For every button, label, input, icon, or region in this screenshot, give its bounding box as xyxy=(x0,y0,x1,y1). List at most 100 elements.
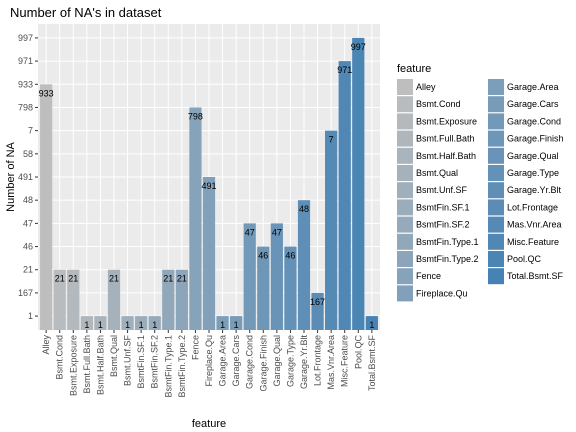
data-label: 1 xyxy=(125,320,130,330)
legend-label: Garage.Area xyxy=(507,82,559,92)
bar xyxy=(365,316,378,330)
legend-label: Bsmt.Unf.SF xyxy=(416,185,468,195)
bar xyxy=(107,269,121,330)
legend-key xyxy=(397,165,413,181)
bar xyxy=(162,269,175,330)
y-tick-label: 997 xyxy=(18,33,33,43)
x-tick-label: Total.Bsmt.SF xyxy=(367,335,377,392)
bar xyxy=(338,61,351,330)
x-tick-label: BsmtFin.Type.1 xyxy=(163,335,173,398)
legend-key xyxy=(488,182,504,199)
data-label: 46 xyxy=(285,251,295,261)
data-label: 7 xyxy=(329,135,334,145)
bar xyxy=(94,316,107,330)
x-tick-label: Garage.Qual xyxy=(272,335,282,387)
legend-key xyxy=(488,130,504,147)
y-tick-label: 58 xyxy=(23,149,33,159)
legend-label: Lot.Frontage xyxy=(507,202,558,212)
x-tick-label: Garage.Cars xyxy=(231,335,241,387)
legend-label: Bsmt.Half.Bath xyxy=(416,151,476,161)
x-tick-label: Bsmt.Unf.SF xyxy=(123,335,133,387)
bar xyxy=(216,316,229,330)
bar xyxy=(257,246,270,330)
legend-label: Garage.Cars xyxy=(507,99,559,109)
legend-label: Alley xyxy=(416,82,436,92)
data-label: 997 xyxy=(351,42,366,52)
legend-key xyxy=(397,113,413,130)
legend-key xyxy=(397,285,413,302)
bar xyxy=(311,292,324,330)
y-tick-label: 798 xyxy=(18,102,33,112)
data-label: 1 xyxy=(98,320,103,330)
x-tick-label: Garage.Area xyxy=(218,335,228,387)
y-tick-label: 933 xyxy=(18,79,33,89)
bar xyxy=(53,269,66,330)
legend-key xyxy=(397,268,413,285)
bar xyxy=(80,316,93,330)
x-tick-label: Garage.Cond xyxy=(245,335,255,389)
bar xyxy=(352,37,365,331)
data-label: 48 xyxy=(299,204,309,214)
data-label: 1 xyxy=(84,320,89,330)
x-axis-title: feature xyxy=(192,418,226,430)
legend-label: Misc.Feature xyxy=(507,237,559,247)
bar xyxy=(135,316,148,330)
legend-label: Bsmt.Cond xyxy=(416,99,461,109)
legend-key xyxy=(488,251,504,267)
legend-label: Mas.Vnr.Area xyxy=(507,220,562,230)
data-label: 21 xyxy=(68,274,78,284)
legend-label: Bsmt.Exposure xyxy=(416,116,477,126)
x-tick-label: BsmtFin.SF.1 xyxy=(136,335,146,389)
bar xyxy=(325,130,338,330)
legend-title: feature xyxy=(397,63,431,75)
x-tick-label: BsmtFin.SF.2 xyxy=(150,335,160,389)
legend-label: BsmtFin.SF.2 xyxy=(416,220,470,230)
legend-label: Pool.QC xyxy=(507,254,542,264)
data-label: 21 xyxy=(55,274,65,284)
legend-label: Total.Bsmt.SF xyxy=(507,271,564,281)
data-label: 933 xyxy=(39,88,54,98)
bar xyxy=(297,200,311,330)
data-label: 1 xyxy=(369,320,374,330)
data-label: 1 xyxy=(152,320,157,330)
legend-label: BsmtFin.Type.2 xyxy=(416,254,479,264)
legend-key xyxy=(488,268,504,285)
x-tick-label: Lot.Frontage xyxy=(313,335,323,386)
bar xyxy=(189,107,202,330)
bar xyxy=(284,246,297,330)
legend-key xyxy=(488,79,504,95)
legend-key xyxy=(488,233,504,250)
x-tick-label: BsmtFin.Type.2 xyxy=(177,335,187,398)
legend-key xyxy=(397,96,413,113)
y-tick-label: 971 xyxy=(18,56,33,66)
legend-key xyxy=(397,251,413,267)
data-label: 167 xyxy=(310,297,325,307)
legend-key xyxy=(397,233,413,250)
y-axis-title: Number of NA xyxy=(5,141,17,211)
data-label: 21 xyxy=(163,274,173,284)
x-tick-label: Bsmt.Cond xyxy=(55,335,65,380)
data-label: 1 xyxy=(220,320,225,330)
x-tick-label: Mas.Vnr.Area xyxy=(326,335,336,390)
legend-key xyxy=(397,147,413,164)
legend-label: Bsmt.Full.Bath xyxy=(416,134,475,144)
x-tick-label: Bsmt.Exposure xyxy=(68,335,78,396)
bar xyxy=(230,316,243,330)
legend-label: Fireplace.Qu xyxy=(416,288,468,298)
y-tick-label: 167 xyxy=(18,288,33,298)
x-tick-label: Garage.Yr.Blt xyxy=(299,335,309,390)
x-tick-label: Alley xyxy=(41,335,51,355)
legend-label: BsmtFin.Type.1 xyxy=(416,237,479,247)
legend-label: Garage.Type xyxy=(507,168,559,178)
legend-label: Bsmt.Qual xyxy=(416,168,458,178)
legend-label: BsmtFin.SF.1 xyxy=(416,202,470,212)
data-label: 1 xyxy=(139,320,144,330)
bar xyxy=(270,223,283,330)
bar xyxy=(67,269,80,330)
legend-key xyxy=(488,216,504,233)
data-label: 47 xyxy=(272,227,282,237)
y-tick-label: 1 xyxy=(28,311,33,321)
bar xyxy=(40,84,53,330)
legend-key xyxy=(488,199,504,216)
